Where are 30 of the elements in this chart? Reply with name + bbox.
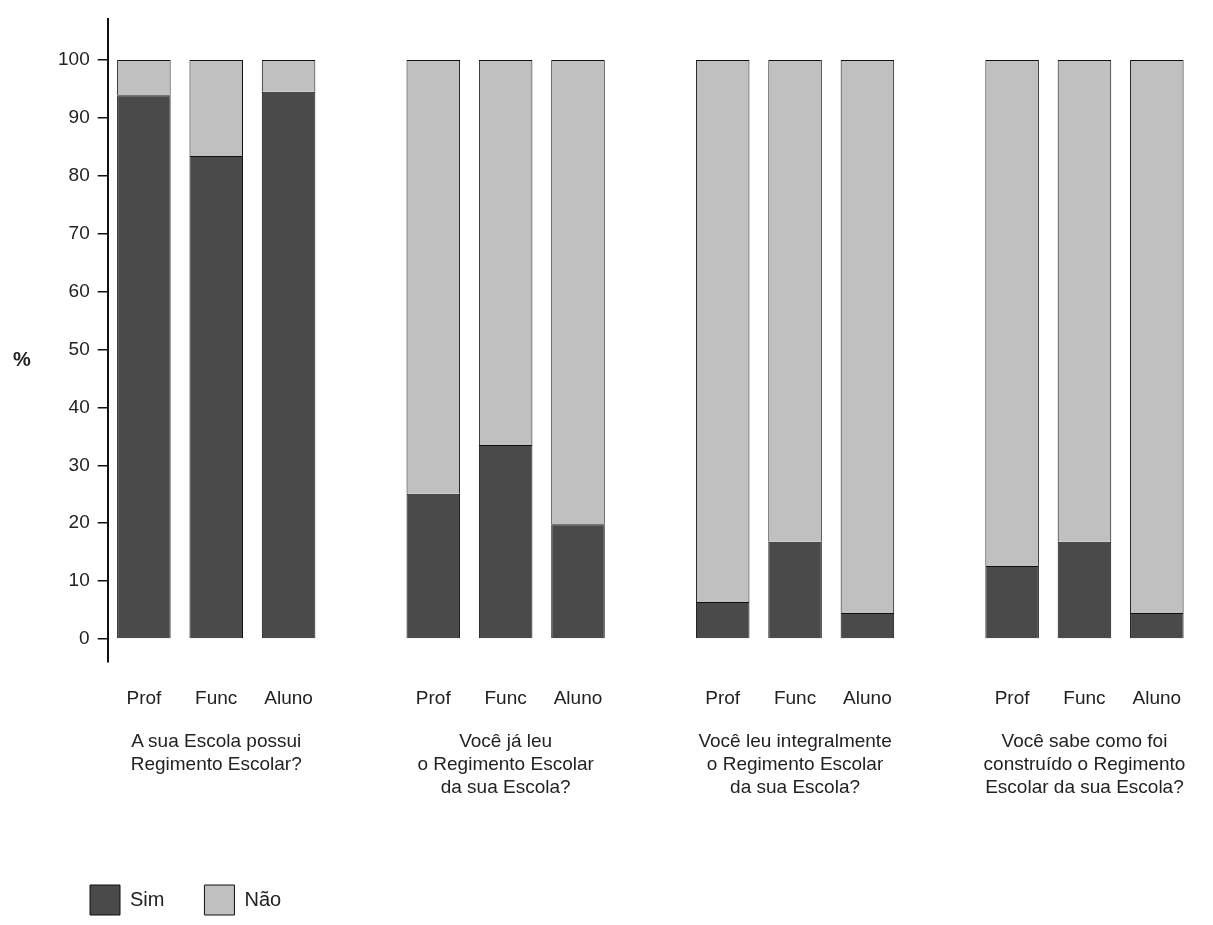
y-tick-label: 30 (68, 453, 90, 475)
x-tick-label: Func (773, 686, 817, 708)
y-tick-label: 0 (79, 627, 90, 649)
y-tick-label: 70 (68, 221, 90, 243)
x-tick-label: Func (1063, 686, 1106, 708)
y-tick-label: 20 (68, 511, 90, 533)
x-tick-label: Prof (705, 686, 741, 708)
y-tick-label: 80 (68, 163, 90, 185)
y-tick-label: 90 (68, 106, 90, 128)
text: Você já leu o Regimento Escolar da sua Escola? (417, 729, 595, 797)
y-tick-label: 100 (58, 48, 90, 70)
x-tick-label: Prof (994, 686, 1031, 708)
y-tick-label: 60 (68, 279, 90, 301)
x-tick-label: Aluno (843, 686, 892, 708)
text: A sua Escola possui Regimento Escolar? (130, 729, 302, 774)
y-tick-label: 40 (68, 395, 90, 417)
legend-label: Sim (130, 887, 165, 910)
x-tick-label: Aluno (553, 686, 603, 708)
text: Você leu integralmente o Regimento Escolar da sua Escola? (698, 729, 892, 797)
y-tick-label: 10 (68, 569, 90, 591)
y-tick-label: 50 (68, 337, 90, 359)
x-tick-label: Aluno (1132, 686, 1182, 708)
x-tick-label: Prof (415, 686, 452, 708)
x-tick-label: Func (484, 686, 527, 708)
x-tick-label: Func (195, 686, 238, 708)
y-axis-title: % (13, 348, 32, 371)
x-tick-label: Aluno (264, 686, 313, 708)
x-tick-label: Prof (126, 686, 163, 708)
text: Você sabe como foi construído o Regimento Escolar da sua Escola? (983, 729, 1186, 797)
legend-label: Não (244, 887, 282, 910)
